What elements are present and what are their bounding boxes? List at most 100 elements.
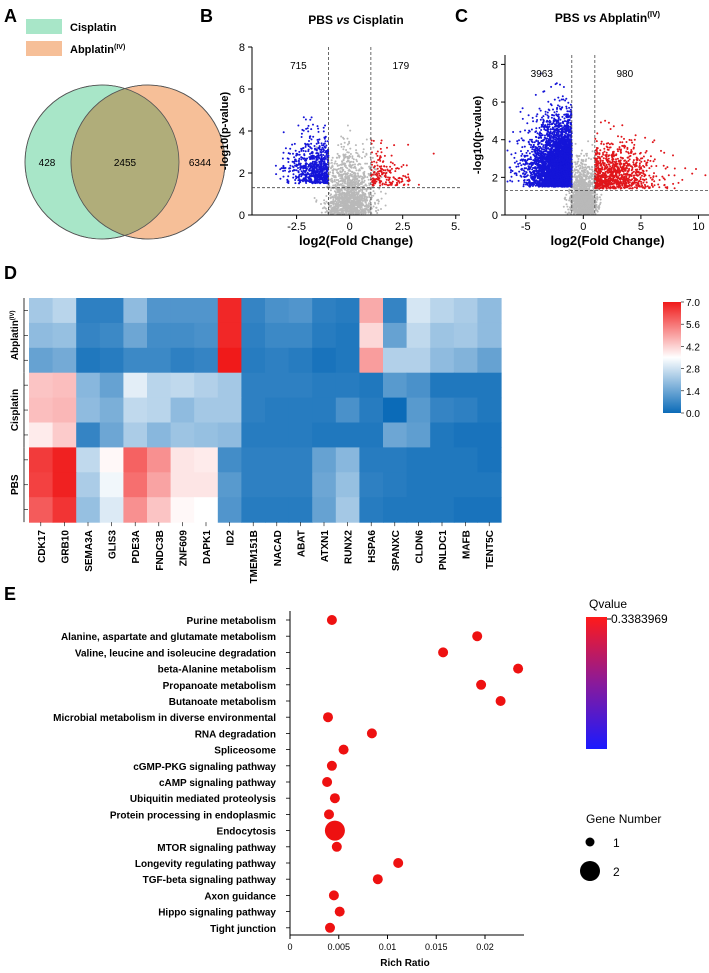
point-nonsignificant <box>353 209 356 212</box>
point-downregulated <box>297 163 300 166</box>
point-upregulated <box>375 174 378 177</box>
point-nonsignificant <box>361 202 364 205</box>
point-downregulated <box>298 182 301 185</box>
point-downregulated <box>304 150 307 153</box>
point-downregulated <box>298 160 300 163</box>
point-nonsignificant <box>366 187 369 190</box>
point-nonsignificant <box>328 211 331 214</box>
point-upregulated <box>373 171 376 173</box>
point-nonsignificant <box>339 193 342 196</box>
point-nonsignificant <box>580 206 583 209</box>
point-upregulated <box>390 183 393 186</box>
point-nonsignificant <box>575 191 577 194</box>
point-nonsignificant <box>361 195 364 198</box>
point-nonsignificant <box>588 199 591 202</box>
point-nonsignificant <box>339 171 342 174</box>
point-upregulated <box>389 181 392 184</box>
point-downregulated <box>527 114 530 117</box>
point-upregulated <box>387 184 390 187</box>
point-nonsignificant <box>364 193 367 196</box>
point-nonsignificant <box>338 190 340 192</box>
point-nonsignificant <box>368 195 371 197</box>
point-nonsignificant <box>590 165 593 168</box>
point-nonsignificant <box>341 211 344 214</box>
point-downregulated <box>513 161 516 164</box>
point-nonsignificant <box>353 166 356 169</box>
point-nonsignificant <box>585 154 588 157</box>
point-nonsignificant <box>363 179 366 182</box>
point-upregulated <box>384 181 387 184</box>
point-nonsignificant <box>585 202 588 205</box>
legend-swatch-abplatin <box>26 41 62 56</box>
point-nonsignificant <box>336 168 339 171</box>
point-nonsignificant <box>348 201 351 204</box>
point-upregulated <box>401 180 404 183</box>
point-upregulated <box>405 164 408 167</box>
point-nonsignificant <box>372 194 375 197</box>
point-nonsignificant <box>350 195 353 198</box>
point-nonsignificant <box>580 211 583 214</box>
point-downregulated <box>302 172 305 175</box>
point-nonsignificant <box>368 174 371 177</box>
point-upregulated <box>380 165 383 168</box>
point-nonsignificant <box>582 212 585 215</box>
point-upregulated <box>379 181 382 184</box>
point-nonsignificant <box>337 179 340 181</box>
point-nonsignificant <box>595 208 598 211</box>
point-nonsignificant <box>363 198 366 201</box>
point-nonsignificant <box>577 183 580 186</box>
point-downregulated <box>286 157 289 160</box>
point-upregulated <box>385 165 388 168</box>
point-downregulated <box>295 154 298 157</box>
point-nonsignificant <box>577 201 580 204</box>
point-nonsignificant <box>356 212 359 215</box>
point-nonsignificant <box>358 162 361 165</box>
point-nonsignificant <box>583 154 586 157</box>
point-downregulated <box>326 155 329 158</box>
point-nonsignificant <box>350 164 352 167</box>
point-nonsignificant <box>582 198 585 201</box>
point-nonsignificant <box>353 183 356 186</box>
point-nonsignificant <box>356 155 359 158</box>
point-nonsignificant <box>589 191 591 194</box>
point-nonsignificant <box>329 189 332 192</box>
point-nonsignificant <box>357 174 360 177</box>
point-nonsignificant <box>577 206 580 208</box>
point-nonsignificant <box>371 156 374 159</box>
point-nonsignificant <box>351 185 354 187</box>
point-nonsignificant <box>373 192 376 195</box>
point-nonsignificant <box>342 197 345 200</box>
point-upregulated <box>379 147 382 150</box>
point-nonsignificant <box>329 171 332 174</box>
point-downregulated <box>309 162 312 165</box>
point-downregulated <box>326 173 328 176</box>
point-nonsignificant <box>359 194 362 197</box>
point-nonsignificant <box>348 140 351 143</box>
point-nonsignificant <box>337 201 340 204</box>
point-nonsignificant <box>579 181 582 184</box>
point-nonsignificant <box>348 168 351 171</box>
point-nonsignificant <box>352 172 355 175</box>
point-downregulated <box>310 142 313 145</box>
point-downregulated <box>297 124 300 127</box>
point-downregulated <box>536 113 539 116</box>
point-nonsignificant <box>587 172 590 174</box>
point-nonsignificant <box>340 135 343 138</box>
point-nonsignificant <box>568 192 571 195</box>
point-downregulated <box>284 169 286 172</box>
point-upregulated <box>379 184 382 187</box>
point-nonsignificant <box>367 203 370 206</box>
point-nonsignificant <box>576 162 579 165</box>
point-nonsignificant <box>370 194 373 197</box>
point-downregulated <box>274 164 277 167</box>
point-nonsignificant <box>325 195 328 197</box>
point-nonsignificant <box>364 210 367 213</box>
point-nonsignificant <box>384 192 387 195</box>
venn-overlap <box>71 85 179 239</box>
point-nonsignificant <box>354 182 357 185</box>
point-nonsignificant <box>350 180 353 183</box>
point-upregulated <box>387 179 390 182</box>
point-nonsignificant <box>596 210 599 213</box>
point-nonsignificant <box>339 208 342 211</box>
